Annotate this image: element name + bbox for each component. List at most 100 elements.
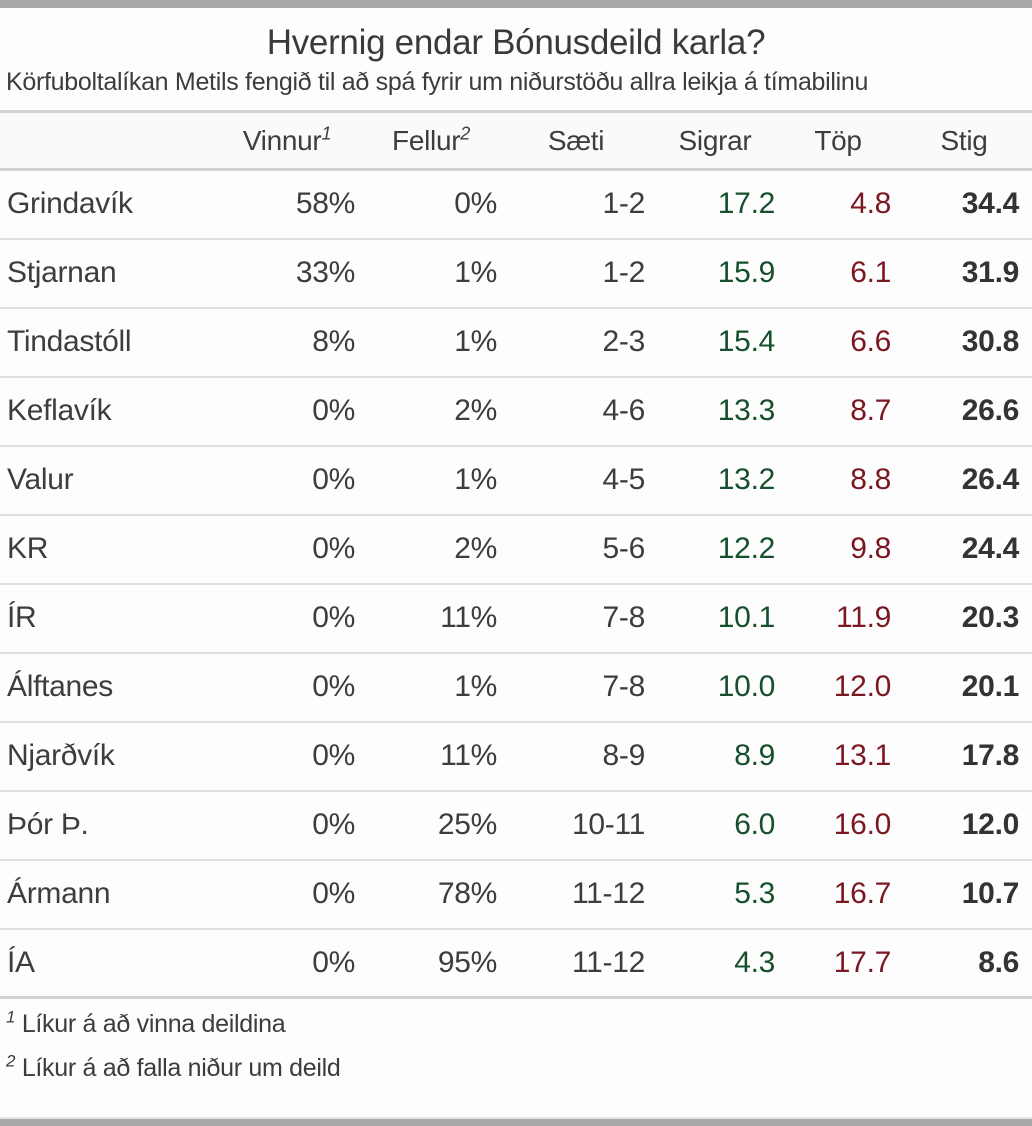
col-header-top: Töp (814, 124, 862, 156)
top-value: 8.8 (850, 463, 891, 496)
sigrar-value: 15.4 (717, 325, 776, 358)
stig-value: 8.6 (978, 945, 1019, 979)
vinnur-value: 0% (312, 532, 355, 565)
sigrar-value: 13.2 (717, 463, 776, 496)
col-header-vinnur: Vinnur1 (214, 112, 360, 170)
sigrar-value: 10.0 (717, 670, 776, 703)
table-row: Keflavík 0% 2% 4-6 13.3 8.7 26.6 (0, 376, 1032, 446)
saeti-value: 2-3 (602, 325, 646, 358)
footnote-1-marker: 1 (6, 1007, 16, 1027)
table-row: Álftanes 0% 1% 7-8 10.0 12.0 20.1 (0, 652, 1032, 722)
stig-value: 17.8 (961, 739, 1020, 772)
footnote-2-marker: 2 (6, 1051, 16, 1071)
table-row: Valur 0% 1% 4-5 13.2 8.8 26.4 (0, 445, 1032, 515)
page-title: Hvernig endar Bónusdeild karla? (266, 23, 766, 62)
top-value: 17.7 (833, 945, 892, 979)
sigrar-value: 13.3 (717, 394, 776, 427)
table-row: ÍA 0% 95% 11-12 4.3 17.7 8.6 (0, 928, 1032, 998)
footnote-1: 1 Líkur á að vinna deildina (6, 1009, 1026, 1039)
sigrar-value: 4.3 (734, 945, 775, 979)
vinnur-value: 0% (312, 945, 355, 979)
vinnur-value: 0% (312, 463, 355, 496)
team-name: Valur (7, 463, 74, 496)
fellur-value: 78% (437, 877, 497, 910)
col-header-team (0, 112, 214, 170)
stig-value: 24.4 (961, 532, 1020, 565)
table-row: Ármann 0% 78% 11-12 5.3 16.7 10.7 (0, 859, 1032, 929)
footnote-marker-1: 1 (321, 123, 332, 144)
top-value: 13.1 (833, 739, 892, 772)
fellur-value: 0% (454, 187, 497, 221)
sigrar-value: 12.2 (717, 532, 776, 565)
top-value: 12.0 (833, 670, 892, 703)
saeti-value: 1-2 (602, 256, 646, 289)
top-value: 8.7 (850, 394, 891, 427)
team-name: Ármann (7, 877, 111, 910)
saeti-value: 7-8 (602, 670, 646, 703)
top-value: 6.6 (850, 325, 891, 358)
saeti-value: 4-5 (602, 463, 646, 496)
table-row: Þór Þ. 0% 25% 10-11 6.0 16.0 12.0 (0, 790, 1032, 860)
fellur-value: 1% (454, 325, 497, 358)
fellur-value: 11% (440, 601, 497, 634)
col-header-saeti: Sæti (547, 124, 605, 156)
footnote-2-text: Líkur á að falla niður um deild (21, 1054, 341, 1082)
stig-value: 34.4 (961, 187, 1020, 221)
stig-value: 30.8 (961, 325, 1020, 358)
team-name: ÍA (7, 945, 35, 979)
team-name: Njarðvík (7, 739, 115, 772)
vinnur-value: 8% (312, 325, 355, 358)
bottom-edge-bar (0, 1117, 1032, 1126)
saeti-value: 4-6 (602, 394, 646, 427)
sigrar-value: 10.1 (717, 601, 776, 634)
sigrar-value: 15.9 (717, 256, 776, 289)
stig-value: 31.9 (961, 256, 1020, 289)
fellur-value: 2% (454, 394, 497, 427)
vinnur-value: 0% (312, 601, 355, 634)
stig-value: 20.1 (961, 670, 1020, 703)
team-name: Álftanes (7, 670, 113, 703)
table-row: Stjarnan 33% 1% 1-2 15.9 6.1 31.9 (0, 238, 1032, 308)
vinnur-value: 58% (295, 187, 355, 221)
col-header-fellur-label: Fellur (392, 124, 461, 156)
team-name: Grindavík (7, 187, 133, 221)
team-name: Þór Þ. (7, 808, 89, 841)
table-row: Tindastóll 8% 1% 2-3 15.4 6.6 30.8 (0, 307, 1032, 377)
footnotes: 1 Líkur á að vinna deildina 2 Líkur á að… (0, 999, 1032, 1083)
footnote-2: 2 Líkur á að falla niður um deild (6, 1053, 1026, 1083)
sigrar-value: 17.2 (717, 187, 776, 221)
table-row: ÍR 0% 11% 7-8 10.1 11.9 20.3 (0, 583, 1032, 653)
saeti-value: 10-11 (571, 808, 645, 841)
saeti-value: 8-9 (602, 739, 646, 772)
team-name: Tindastóll (7, 325, 132, 358)
footnote-marker-2: 2 (460, 123, 470, 144)
table-row: Grindavík 58% 0% 1-2 17.2 4.8 34.4 (0, 169, 1032, 239)
col-header-sigrar: Sigrar (678, 124, 752, 156)
top-value: 16.7 (833, 877, 892, 910)
sigrar-value: 8.9 (734, 739, 775, 772)
fellur-value: 1% (454, 463, 497, 496)
vinnur-value: 0% (312, 877, 355, 910)
sigrar-value: 6.0 (734, 808, 775, 841)
table-row: Njarðvík 0% 11% 8-9 8.9 13.1 17.8 (0, 721, 1032, 791)
vinnur-value: 0% (312, 394, 355, 427)
fellur-value: 1% (454, 256, 497, 289)
stig-value: 20.3 (961, 601, 1020, 634)
top-value: 11.9 (836, 601, 891, 634)
saeti-value: 1-2 (602, 187, 646, 221)
table-row: KR 0% 2% 5-6 12.2 9.8 24.4 (0, 514, 1032, 584)
fellur-value: 25% (437, 808, 497, 841)
fellur-value: 2% (454, 532, 497, 565)
top-edge-bar (0, 0, 1032, 8)
col-header-stig: Stig (940, 124, 988, 156)
vinnur-value: 0% (312, 739, 355, 772)
saeti-value: 5-6 (602, 532, 646, 565)
team-name: ÍR (7, 601, 37, 634)
team-name: Keflavík (7, 394, 112, 427)
fellur-value: 1% (454, 670, 497, 703)
col-header-vinnur-label: Vinnur (242, 124, 322, 156)
team-name: KR (7, 532, 49, 565)
col-header-fellur: Fellur2 (360, 112, 502, 170)
fellur-value: 95% (437, 945, 497, 979)
top-value: 16.0 (833, 808, 892, 841)
